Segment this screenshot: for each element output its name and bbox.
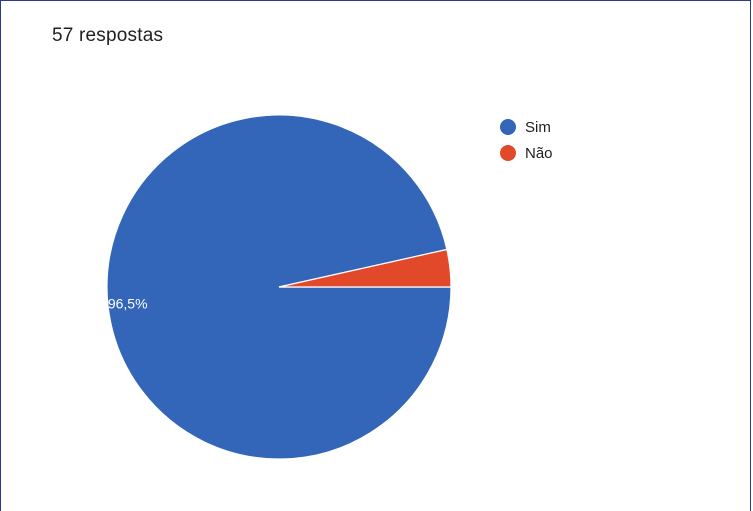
legend-swatch-sim (500, 119, 516, 135)
pie-data-labels: 96,5% (108, 296, 148, 312)
legend-label-sim: Sim (525, 118, 551, 136)
legend-item-nao[interactable]: Não (500, 140, 553, 166)
pie-slice-nao[interactable] (278, 248, 452, 288)
legend-item-sim[interactable]: Sim (500, 114, 553, 140)
legend-swatch-nao (500, 145, 516, 161)
data-label-sim: 96,5% (108, 296, 148, 312)
response-count: 57 respostas (52, 25, 164, 46)
pie-slices (106, 114, 452, 460)
legend: Sim Não (500, 114, 553, 166)
legend-label-nao: Não (525, 144, 553, 162)
